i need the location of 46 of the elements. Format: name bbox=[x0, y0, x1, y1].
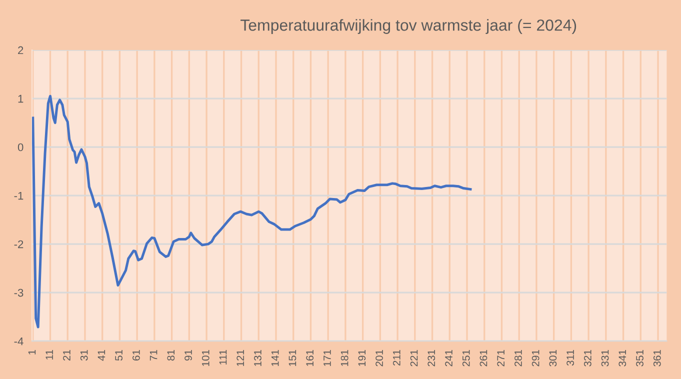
x-tick-label: 61 bbox=[132, 350, 140, 360]
x-tick-label: 271 bbox=[497, 350, 504, 366]
x-tick-label: 31 bbox=[80, 350, 88, 361]
x-tick-label: 51 bbox=[115, 350, 122, 361]
x-tick-label: 1 bbox=[28, 350, 36, 354]
x-tick-label: 221 bbox=[410, 350, 418, 366]
x-tick-label: 211 bbox=[392, 350, 400, 366]
x-tick-label: 231 bbox=[428, 350, 436, 366]
x-tick-label: 241 bbox=[445, 350, 452, 366]
x-tick-label: 361 bbox=[653, 350, 661, 366]
x-tick-label: 121 bbox=[236, 350, 244, 366]
y-tick-label: 0 bbox=[18, 143, 24, 152]
x-tick-label: 91 bbox=[184, 350, 192, 361]
x-tick-label: 331 bbox=[601, 350, 609, 366]
x-tick-label: 81 bbox=[167, 350, 175, 361]
x-tick-label: 151 bbox=[288, 350, 296, 366]
x-tick-label: 21 bbox=[63, 350, 70, 360]
x-tick-label: 261 bbox=[480, 350, 488, 366]
x-tick-label: 351 bbox=[636, 350, 644, 366]
x-tick-label: 161 bbox=[306, 350, 314, 366]
x-tick-label: 321 bbox=[584, 350, 592, 366]
x-tick-label: 111 bbox=[219, 350, 227, 364]
x-tick-label: 191 bbox=[358, 350, 366, 366]
x-tick-label: 11 bbox=[46, 350, 53, 360]
line-series bbox=[32, 94, 472, 328]
x-tick-label: 281 bbox=[514, 350, 522, 366]
x-tick-label: 181 bbox=[340, 350, 348, 366]
x-tick-label: 141 bbox=[272, 350, 279, 366]
y-tick-label: -4 bbox=[14, 337, 24, 346]
x-tick-label: 201 bbox=[376, 350, 383, 366]
y-tick-label: -1 bbox=[14, 192, 24, 200]
y-tick-label: 2 bbox=[18, 46, 24, 54]
x-tick-label: 291 bbox=[532, 350, 540, 366]
x-tick-label: 171 bbox=[324, 350, 331, 366]
x-tick-label: 71 bbox=[150, 350, 158, 360]
x-tick-label: 131 bbox=[254, 350, 262, 366]
y-tick-label: -3 bbox=[14, 288, 24, 297]
x-tick-label: 101 bbox=[202, 350, 210, 366]
x-tick-label: 301 bbox=[549, 350, 557, 366]
x-tick-label: 41 bbox=[98, 350, 106, 361]
y-tick-label: -2 bbox=[14, 240, 24, 248]
x-tick-label: 311 bbox=[566, 350, 574, 366]
x-tick-label: 251 bbox=[462, 350, 470, 366]
chart-title: Temperatuurafwijking tov warmste jaar (= 2024) bbox=[240, 19, 576, 34]
x-tick-label: 341 bbox=[618, 350, 626, 366]
y-tick-label: 1 bbox=[18, 94, 24, 103]
